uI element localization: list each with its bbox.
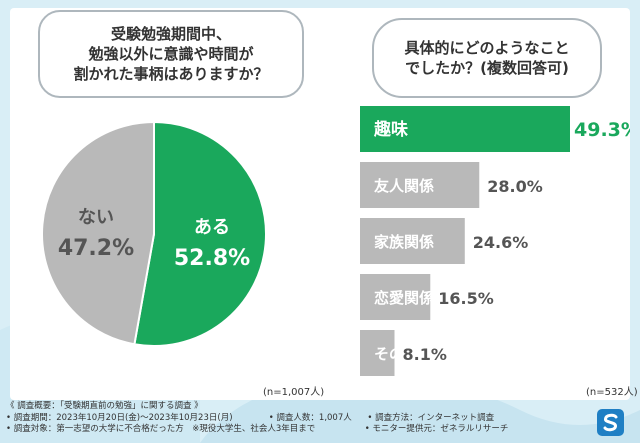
question-right-line-1: 具体的にどのようなこと [404,39,570,57]
question-right-line-2: でしたか？(複数回答可) [405,59,569,77]
bar-2 [360,162,480,208]
pie-slice-1 [133,120,267,347]
bar-3 [360,218,465,264]
footer-respondents: • 調査人数：1,007人 [268,412,352,423]
pie-value-1: 52.8% [174,246,250,271]
footer-target: • 調査対象：第一志望の大学に不合格だった方 ※現役大学生、社会人3年目まで [6,424,316,434]
question-left-line-1: 受験勉強期間中、 [110,25,231,43]
bar-1 [360,106,570,152]
bar-value-label-4: 16.5% [438,289,494,308]
pie-label-2: ない [78,207,114,228]
pie-slice-2 [41,120,155,346]
pie-value-2: 47.2% [58,236,134,261]
bar-value-label-1: 49.3% [574,119,630,141]
pie-label-1: ある [194,217,230,238]
sample-size-left: (n=1,007人) [263,387,325,398]
bar-value-label-5: 8.1% [403,345,447,364]
bar-category-label-5: その他 [374,345,419,363]
footer-title: 《 調査概要：「受験期直前の勉強」に関する調査 》 [6,401,203,411]
sample-size-right: (n=532人) [586,387,638,398]
bar-category-label-2: 友人関係 [374,177,434,195]
pie-chart: ある 52.8% ない 47.2% [41,120,267,347]
footer-monitor: • モニター提供元：ゼネラルリサーチ [364,424,509,434]
bar-value-label-2: 28.0% [487,177,543,196]
bar-category-label-1: 趣味 [373,119,408,140]
footer-period: • 調査期間：2023年10月20日(金)〜2023年10月23日(月) [6,412,233,423]
bar-value-label-3: 24.6% [473,233,529,252]
survey-footer: 《 調査概要：「受験期直前の勉強」に関する調査 》 • 調査期間：2023年10… [6,401,596,436]
bar-category-label-4: 恋愛関係 [374,289,434,307]
bar-5 [360,330,395,376]
question-right-bubble: 具体的にどのようなこと でしたか？(複数回答可) [372,18,602,98]
footer-method: • 調査方法：インターネット調査 [367,412,495,423]
bar-4 [360,274,431,320]
brand-logo-icon [597,409,624,436]
question-left-bubble: 受験勉強期間中、 勉強以外に意識や時間が 割かれた事柄はありますか？ [38,10,304,98]
question-left-line-2: 勉強以外に意識や時間が [88,45,254,63]
bar-category-label-3: 家族関係 [374,233,434,251]
question-left-line-3: 割かれた事柄はありますか？ [73,65,269,83]
